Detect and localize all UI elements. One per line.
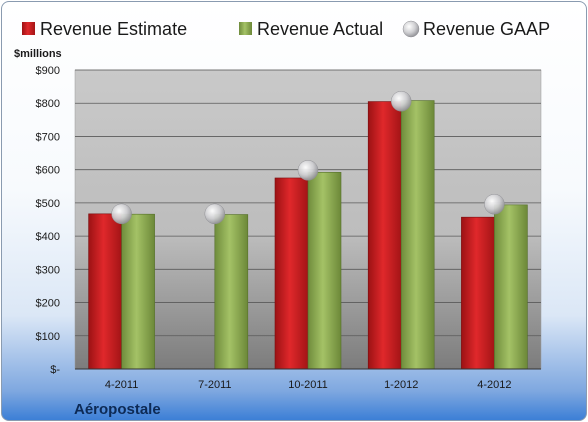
legend-swatch-revenue-estimate xyxy=(22,22,35,35)
revenue-estimate-bar xyxy=(461,216,495,370)
x-tick-label: 10-2011 xyxy=(288,379,328,391)
legend-label-revenue-gaap: Revenue GAAP xyxy=(423,19,550,39)
legend-label-revenue-estimate: Revenue Estimate xyxy=(40,19,187,39)
legend-label-revenue-actual: Revenue Actual xyxy=(257,19,383,39)
legend-item-revenue-actual: Revenue Actual xyxy=(239,19,383,39)
revenue-estimate-bar xyxy=(88,213,122,370)
x-tick-label: 4-2011 xyxy=(105,379,138,391)
legend-marker-revenue-gaap xyxy=(402,20,420,38)
y-tick-label: $- xyxy=(50,364,60,376)
y-tick-label: $300 xyxy=(36,264,60,276)
revenue-gaap-marker xyxy=(484,193,505,215)
y-tick-label: $700 xyxy=(36,131,60,143)
legend-item-revenue-gaap: Revenue GAAP xyxy=(402,19,550,39)
revenue-actual-bar xyxy=(494,204,528,370)
x-tick-label: 7-2011 xyxy=(198,379,231,391)
revenue-actual-bar xyxy=(400,100,435,370)
y-tick-label: $200 xyxy=(36,298,60,310)
bars xyxy=(88,100,528,370)
y-tick-label: $400 xyxy=(36,231,60,243)
revenue-gaap-marker xyxy=(111,203,132,225)
y-tick-label: $100 xyxy=(36,331,60,343)
x-tick-label: 4-2012 xyxy=(477,379,511,391)
y-tick-label: $600 xyxy=(36,165,60,177)
legend-swatch-revenue-actual xyxy=(239,22,252,35)
revenue-actual-bar xyxy=(214,214,249,370)
revenue-estimate-bar xyxy=(274,177,309,370)
y-tick-label: $900 xyxy=(36,65,60,77)
revenue-gaap-marker xyxy=(390,90,412,112)
y-axis-ticks: $- $100 $200 $300 $400 $500 $600 $700 $800 $900 xyxy=(36,65,61,376)
y-unit-label: $millions xyxy=(14,48,62,60)
revenue-estimate-bar xyxy=(367,101,402,370)
x-axis-ticks: 4-2011 7-2011 10-2011 1-2012 4-2012 xyxy=(105,379,512,391)
company-label: Aéropostale xyxy=(74,401,161,418)
gaap-markers xyxy=(111,90,505,225)
revenue-actual-bar xyxy=(121,213,155,370)
x-tick-label: 1-2012 xyxy=(384,379,418,391)
legend: Revenue Estimate Revenue Actual Revenue … xyxy=(22,19,550,39)
y-tick-label: $500 xyxy=(36,198,60,210)
y-tick-label: $800 xyxy=(36,98,60,110)
revenue-actual-bar xyxy=(307,172,342,370)
revenue-gaap-marker xyxy=(297,160,319,181)
legend-item-revenue-estimate: Revenue Estimate xyxy=(22,19,187,39)
revenue-gaap-marker xyxy=(204,203,226,225)
